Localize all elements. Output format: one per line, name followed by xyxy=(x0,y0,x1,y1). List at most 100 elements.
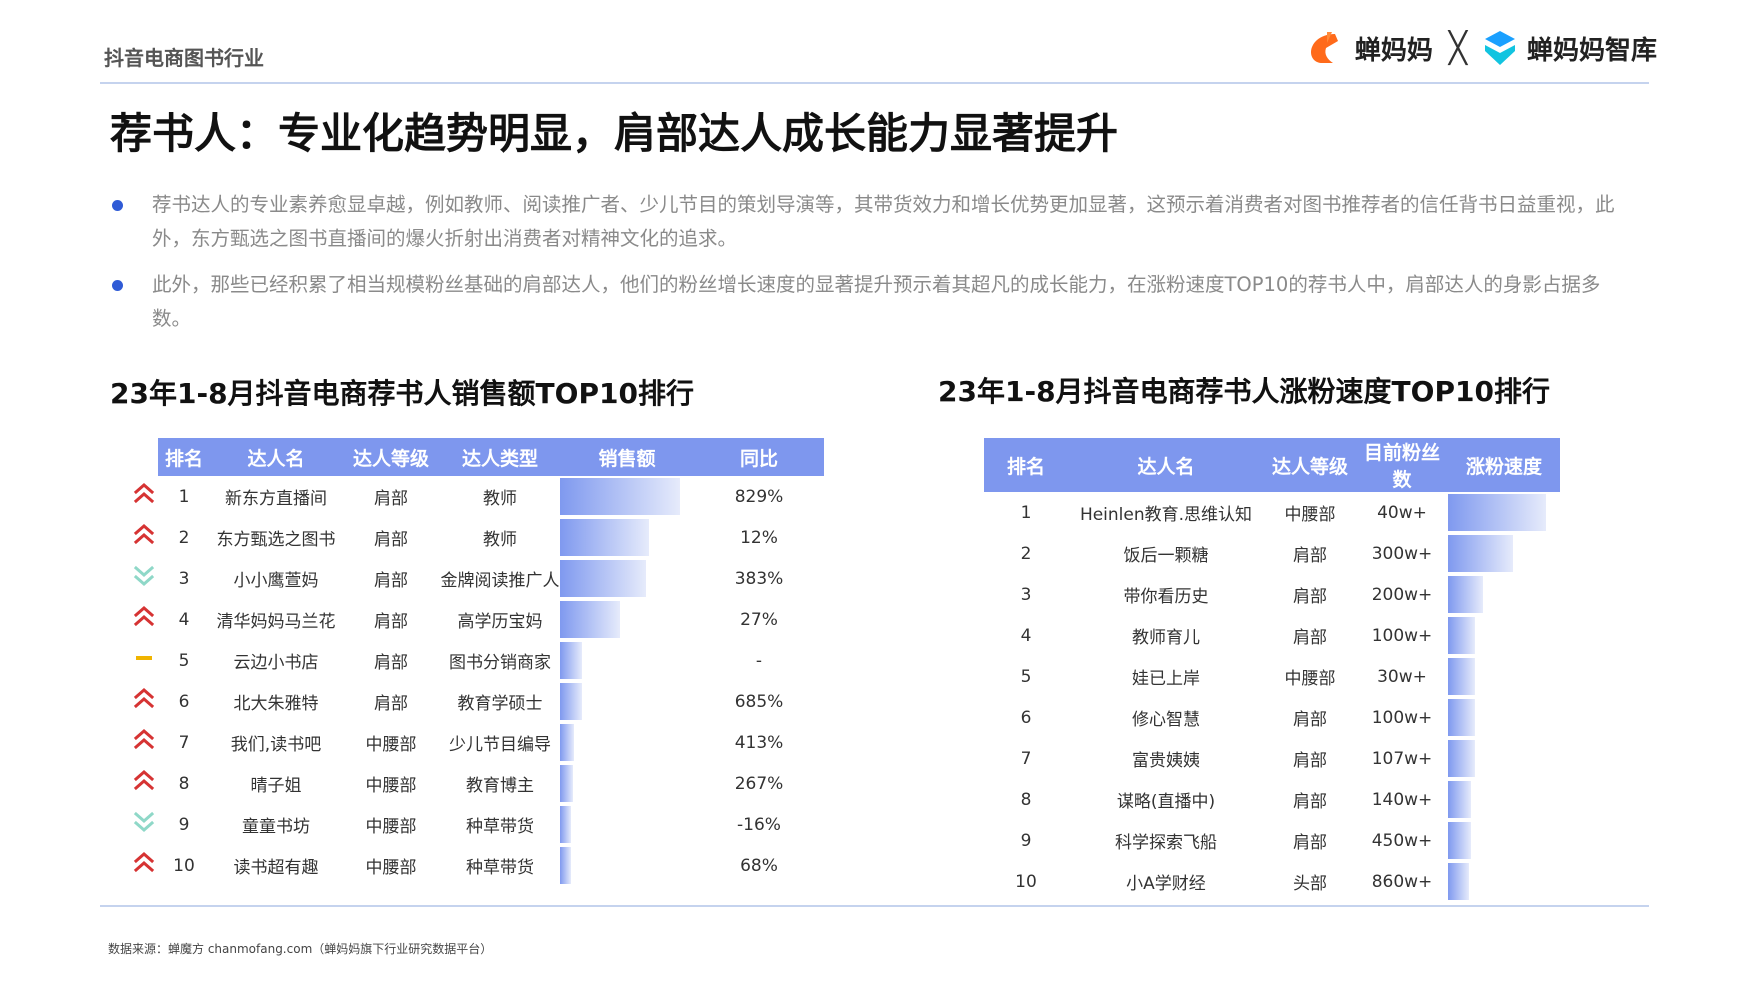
level-cell: 肩部 xyxy=(1293,546,1327,566)
name-cell: 云边小书店 xyxy=(233,653,319,673)
fans-cell: 140w+ xyxy=(1371,789,1433,810)
column-header: 达人等级 xyxy=(1264,438,1356,492)
level-cell: 肩部 xyxy=(1293,628,1327,648)
sales-bar xyxy=(560,478,680,515)
table-row: 1 新东方直播间 肩部 教师 829% xyxy=(130,476,824,517)
name-cell: 北大朱雅特 xyxy=(233,694,319,714)
table-row: 4 教师育儿 肩部 100w+ xyxy=(984,615,1560,656)
fans-table: 排名 达人名 达人等级 目前粉丝数 涨粉速度 1 Heinlen教育.思维认知 中腰… xyxy=(984,438,1560,902)
level-cell: 肩部 xyxy=(374,694,408,714)
column-header: 达人名 xyxy=(210,438,342,476)
trend-flat-icon xyxy=(130,640,158,681)
name-cell: 清华妈妈马兰花 xyxy=(216,612,336,632)
sales-bar-cell xyxy=(560,599,694,640)
section-category: 抖音电商图书行业 xyxy=(104,46,264,70)
trend-up-icon xyxy=(130,845,158,886)
trend-header-spacer xyxy=(130,438,158,476)
fans-cell: 40w+ xyxy=(1377,502,1427,523)
fans-cell: 107w+ xyxy=(1371,748,1433,769)
level-cell: 肩部 xyxy=(374,612,408,632)
sales-bar xyxy=(560,765,574,802)
trend-up-icon xyxy=(130,763,158,804)
sales-bar-cell xyxy=(560,804,694,845)
level-cell: 肩部 xyxy=(1293,587,1327,607)
column-header: 排名 xyxy=(984,438,1068,492)
sales-bar-cell xyxy=(560,476,694,517)
table-row: 10 读书超有趣 中腰部 种草带货 68% xyxy=(130,845,824,886)
yoy-cell: 12% xyxy=(740,527,778,548)
yoy-cell: 267% xyxy=(734,773,784,794)
rank-cell: 10 xyxy=(173,855,195,876)
name-cell: 东方甄选之图书 xyxy=(216,530,336,550)
sales-table-title: 23年1-8月抖音电商荐书人销售额TOP10排行 xyxy=(110,377,694,410)
rank-cell: 6 xyxy=(178,691,190,712)
type-cell: 教育博主 xyxy=(466,776,534,796)
level-cell: 中腰部 xyxy=(365,776,417,796)
sales-bar-cell xyxy=(560,517,694,558)
type-cell: 教师 xyxy=(483,530,517,550)
name-cell: Heinlen教育.思维认知 xyxy=(1079,505,1253,525)
rank-cell: 10 xyxy=(1015,871,1037,892)
level-cell: 肩部 xyxy=(374,571,408,591)
level-cell: 中腰部 xyxy=(1284,505,1336,525)
yoy-cell: 383% xyxy=(734,568,784,589)
fans-table-header-row: 排名 达人名 达人等级 目前粉丝数 涨粉速度 xyxy=(984,438,1560,492)
fans-table-body: 1 Heinlen教育.思维认知 中腰部 40w+ 2 饭后一颗糖 肩部 300w+ 3 带你看历… xyxy=(984,492,1560,902)
rank-cell: 8 xyxy=(1020,789,1032,810)
sales-table-body: 1 新东方直播间 肩部 教师 829% 2 东方甄选之图书 肩部 教师 12% 3 小小鹰萱妈 肩部 金牌… xyxy=(130,476,824,886)
fans-cell: 450w+ xyxy=(1371,830,1433,851)
logo-group: 蝉妈妈 ╳ 蝉妈妈智库 xyxy=(1305,28,1657,68)
speed-bar-cell xyxy=(1448,615,1560,656)
level-cell: 肩部 xyxy=(374,530,408,550)
yoy-cell: - xyxy=(755,650,763,671)
trend-up-icon xyxy=(130,476,158,517)
table-row: 5 娃已上岸 中腰部 30w+ xyxy=(984,656,1560,697)
speed-bar-cell xyxy=(1448,533,1560,574)
column-header: 达人名 xyxy=(1068,438,1264,492)
sales-bar xyxy=(560,519,649,556)
fans-cell: 300w+ xyxy=(1371,543,1433,564)
speed-bar-cell xyxy=(1448,861,1560,902)
column-header: 同比 xyxy=(694,438,824,476)
name-cell: 我们,读书吧 xyxy=(230,735,322,755)
sales-bar xyxy=(560,642,582,679)
rank-cell: 1 xyxy=(178,486,190,507)
table-row: 3 小小鹰萱妈 肩部 金牌阅读推广人 383% xyxy=(130,558,824,599)
trend-up-icon xyxy=(130,599,158,640)
rank-cell: 2 xyxy=(1020,543,1032,564)
name-cell: 富贵姨姨 xyxy=(1132,751,1200,771)
bullet-dot-icon xyxy=(112,200,123,211)
table-row: 8 谋略(直播中) 肩部 140w+ xyxy=(984,779,1560,820)
type-cell: 种草带货 xyxy=(466,858,534,878)
speed-bar xyxy=(1448,535,1513,572)
level-cell: 肩部 xyxy=(1293,710,1327,730)
yoy-cell: 685% xyxy=(734,691,784,712)
rank-cell: 5 xyxy=(1020,666,1032,687)
trend-down-icon xyxy=(130,804,158,845)
level-cell: 肩部 xyxy=(1293,751,1327,771)
name-cell: 修心智慧 xyxy=(1132,710,1200,730)
fans-cell: 860w+ xyxy=(1371,871,1433,892)
speed-bar-cell xyxy=(1448,492,1560,533)
table-row: 3 带你看历史 肩部 200w+ xyxy=(984,574,1560,615)
yoy-cell: 413% xyxy=(734,732,784,753)
bullet-item: 此外，那些已经积累了相当规模粉丝基础的肩部达人，他们的粉丝增长速度的显著提升预示… xyxy=(112,268,1632,336)
table-row: 7 富贵姨姨 肩部 107w+ xyxy=(984,738,1560,779)
speed-bar-cell xyxy=(1448,656,1560,697)
column-header: 涨粉速度 xyxy=(1448,438,1560,492)
table-row: 5 云边小书店 肩部 图书分销商家 - xyxy=(130,640,824,681)
yoy-cell: -16% xyxy=(737,814,781,835)
name-cell: 娃已上岸 xyxy=(1132,669,1200,689)
bullet-list: 荐书达人的专业素养愈显卓越，例如教师、阅读推广者、少儿节目的策划导演等，其带货效… xyxy=(112,188,1632,348)
type-cell: 金牌阅读推广人 xyxy=(440,571,560,591)
column-header: 达人等级 xyxy=(342,438,440,476)
chanmama-logo-icon xyxy=(1310,32,1338,63)
zhiku-logo-icon xyxy=(1484,31,1515,65)
rank-cell: 4 xyxy=(178,609,190,630)
fans-table-title: 23年1-8月抖音电商荐书人涨粉速度TOP10排行 xyxy=(938,375,1550,408)
yoy-cell: 27% xyxy=(740,609,778,630)
bullet-item: 荐书达人的专业素养愈显卓越，例如教师、阅读推广者、少儿节目的策划导演等，其带货效… xyxy=(112,188,1632,256)
level-cell: 中腰部 xyxy=(365,858,417,878)
name-cell: 新东方直播间 xyxy=(225,489,327,509)
sales-bar xyxy=(560,724,575,761)
